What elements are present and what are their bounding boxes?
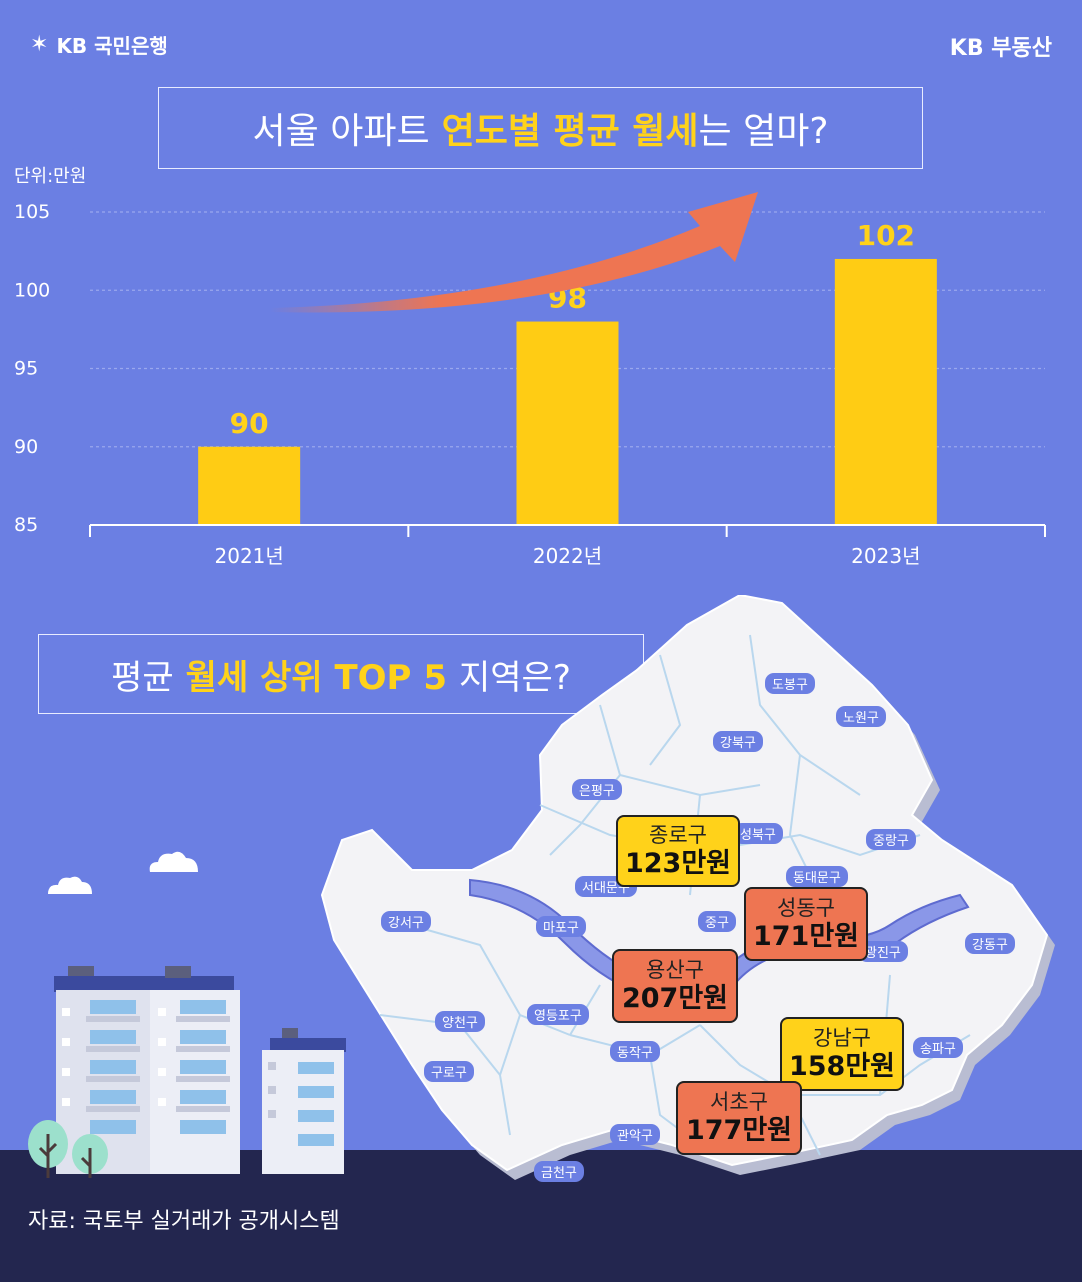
district-label: 관악구 [610,1124,660,1145]
y-tick-label: 85 [14,514,38,536]
district-label: 광진구 [858,941,908,962]
district-label: 동작구 [610,1041,660,1062]
district-label: 양천구 [435,1011,485,1032]
data-label: 90 [230,407,269,440]
district-label: 성북구 [733,823,783,844]
callout-value: 207만원 [621,982,729,1014]
kb-bank-logo: ✶ KB 국민은행 [30,30,168,59]
callout-district: 용산구 [646,958,704,983]
callout-value: 158만원 [788,1050,896,1082]
bank-name: KB 국민은행 [56,34,168,58]
bar [516,321,619,525]
chart-title-post: 는 얼마? [698,111,829,152]
callout-district: 종로구 [649,823,707,848]
cloud-icon [149,851,198,872]
cloud-icon [48,876,92,894]
chart-title: 서울 아파트 연도별 평균 월세 는 얼마? [158,87,923,169]
unit-label: 단위:만원 [14,166,87,187]
district-label: 강북구 [713,731,763,752]
district-label: 마포구 [536,916,586,937]
trend-arrow [270,192,758,313]
map-title-post: 지역은? [458,657,571,698]
callout-value: 123만원 [624,847,732,879]
top5-callout-gangnam: 강남구 158만원 [780,1017,904,1091]
district-label: 노원구 [836,706,886,727]
map-title-pre: 평균 [111,657,174,698]
data-label: 102 [857,219,915,252]
callout-value: 177만원 [685,1114,793,1146]
top5-callout-seocho: 서초구 177만원 [676,1081,802,1155]
chart-title-pre: 서울 아파트 [252,111,430,152]
y-tick-label: 105 [14,201,50,223]
district-label: 금천구 [534,1161,584,1182]
chart-title-highlight: 연도별 평균 월세 [441,111,699,152]
map-title-highlight: 월세 상위 TOP 5 [185,657,447,698]
y-tick-label: 95 [14,358,38,380]
callout-district: 강남구 [813,1026,871,1051]
top5-callout-seongdong: 성동구 171만원 [744,887,868,961]
district-label: 은평구 [572,779,622,800]
map-title: 평균 월세 상위 TOP 5 지역은? [38,634,644,714]
callout-value: 171만원 [752,920,860,952]
x-tick-label: 2022년 [533,544,602,568]
star-icon: ✶ [30,32,49,57]
kb-realty-logo: KB 부동산 [949,36,1052,61]
district-label: 강서구 [381,911,431,932]
x-tick-label: 2023년 [851,544,920,568]
x-tick-label: 2021년 [215,544,284,568]
callout-district: 서초구 [710,1090,768,1115]
district-label: 강동구 [965,933,1015,954]
apartment-building [54,966,240,1174]
top5-callout-jongno: 종로구 123만원 [616,815,740,887]
district-label: 도봉구 [765,673,815,694]
top5-callout-yongsan: 용산구 207만원 [612,949,738,1023]
y-tick-label: 90 [14,436,38,458]
apartment-illustration [28,966,346,1178]
district-label: 구로구 [424,1061,474,1082]
district-label: 중랑구 [866,829,916,850]
bar [834,258,937,525]
data-source: 자료: 국토부 실거래가 공개시스템 [28,1209,340,1234]
y-tick-label: 100 [14,279,50,301]
district-label: 중구 [698,911,736,932]
district-label: 동대문구 [786,866,848,887]
district-label: 송파구 [913,1037,963,1058]
small-apartment-building [262,1028,346,1174]
district-label: 영등포구 [527,1004,589,1025]
bar [198,446,301,525]
tree-icon [28,1120,108,1178]
callout-district: 성동구 [777,896,835,921]
